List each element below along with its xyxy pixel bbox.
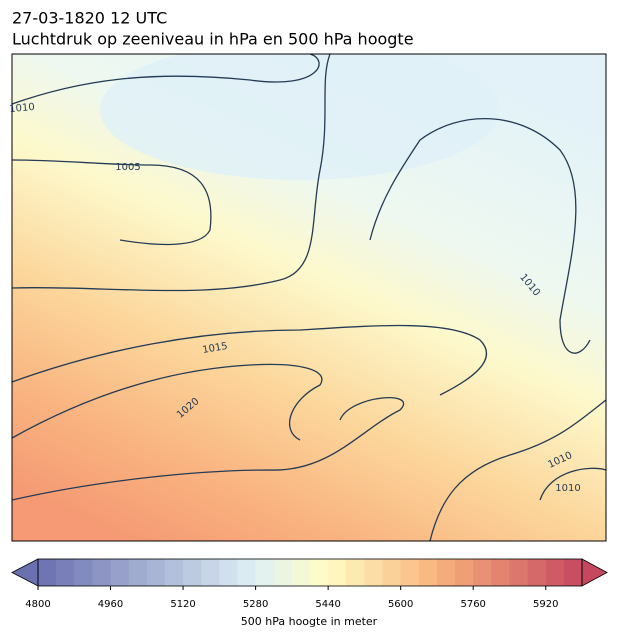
colorbar-segment [92,559,112,586]
map-frame [11,53,607,542]
colorbar-tick-label: 5600 [388,599,413,610]
map [12,54,606,541]
colorbar-segment [436,559,456,586]
colorbar-segment [418,559,438,586]
title: 27-03-1820 12 UTC [12,9,167,28]
colorbar-segment [255,559,275,586]
colorbar-segment [146,559,166,586]
colorbar-segment [563,559,583,586]
colorbar-tick-label: 5920 [533,599,558,610]
colorbar-label: 500 hPa hoogte in meter [241,615,378,628]
colorbar-extend-high [581,558,608,587]
low-region [100,54,500,180]
colorbar-extend-low [11,558,39,587]
colorbar-segment [291,559,311,586]
colorbar-segment [509,559,529,586]
contour-label: 1015 [202,341,229,356]
colorbar-segment [273,559,293,586]
colorbar-segment [201,559,220,586]
colorbar-segment [455,559,474,586]
colorbar-segment [310,559,329,586]
colorbar-segment [237,559,257,586]
colorbar-segment [56,559,75,586]
colorbar-segment [346,559,365,586]
colorbar-tick-label: 5120 [170,599,195,610]
colorbar-segment [128,559,148,586]
colorbar-tick-label: 5280 [243,599,268,610]
colorbar-tick-label: 5760 [460,599,485,610]
colorbar-segment [400,559,420,586]
contour-label: 1010 [9,102,35,115]
colorbar-tick-label: 5440 [315,599,340,610]
colorbar-segment [164,559,184,586]
colorbar-segment [527,559,547,586]
isobars [12,54,606,541]
colorbar-segment [473,559,492,586]
colorbar-segment [545,559,565,586]
colorbar-segment [382,559,402,586]
colorbar-segment [328,559,347,586]
colorbar-segment [183,559,202,586]
colorbar-segment [219,559,238,586]
subtitle: Luchtdruk op zeeniveau in hPa en 500 hPa… [12,30,414,49]
contour-label: 1010 [555,483,580,494]
colorbar: 4800 4960 5120 5280 5440 5600 5760 5920 [11,558,608,610]
colorbar-tick-label: 4960 [98,599,123,610]
colorbar-segment [38,559,57,586]
colorbar-frame [37,558,583,587]
colorbar-segment [110,559,130,586]
colorbar-tick-label: 4800 [25,599,50,610]
colorbar-segment [491,559,510,586]
colorbar-segment [364,559,384,586]
colorbar-segment [74,559,93,586]
contour-label: 1005 [115,162,140,173]
